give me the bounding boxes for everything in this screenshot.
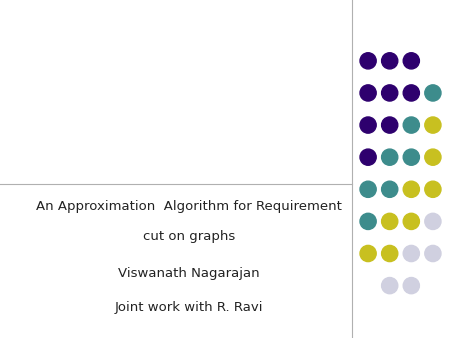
- Ellipse shape: [403, 53, 419, 69]
- Ellipse shape: [403, 213, 419, 230]
- Ellipse shape: [360, 117, 376, 133]
- Ellipse shape: [403, 85, 419, 101]
- Ellipse shape: [382, 245, 398, 262]
- Ellipse shape: [425, 117, 441, 133]
- Text: Viswanath Nagarajan: Viswanath Nagarajan: [118, 267, 260, 280]
- Ellipse shape: [360, 149, 376, 165]
- Ellipse shape: [360, 85, 376, 101]
- Ellipse shape: [382, 149, 398, 165]
- Ellipse shape: [382, 213, 398, 230]
- Text: An Approximation  Algorithm for Requirement: An Approximation Algorithm for Requireme…: [36, 200, 342, 213]
- Ellipse shape: [382, 53, 398, 69]
- Ellipse shape: [382, 181, 398, 197]
- Ellipse shape: [360, 181, 376, 197]
- Ellipse shape: [403, 181, 419, 197]
- Ellipse shape: [382, 277, 398, 294]
- Ellipse shape: [382, 85, 398, 101]
- Ellipse shape: [403, 277, 419, 294]
- Text: cut on graphs: cut on graphs: [143, 230, 235, 243]
- Ellipse shape: [403, 245, 419, 262]
- Ellipse shape: [382, 117, 398, 133]
- Ellipse shape: [360, 53, 376, 69]
- Ellipse shape: [425, 85, 441, 101]
- Text: Joint work with R. Ravi: Joint work with R. Ravi: [115, 301, 263, 314]
- Ellipse shape: [425, 149, 441, 165]
- Ellipse shape: [360, 245, 376, 262]
- Ellipse shape: [425, 245, 441, 262]
- Ellipse shape: [403, 117, 419, 133]
- Ellipse shape: [425, 213, 441, 230]
- Ellipse shape: [403, 149, 419, 165]
- Ellipse shape: [360, 213, 376, 230]
- Ellipse shape: [425, 181, 441, 197]
